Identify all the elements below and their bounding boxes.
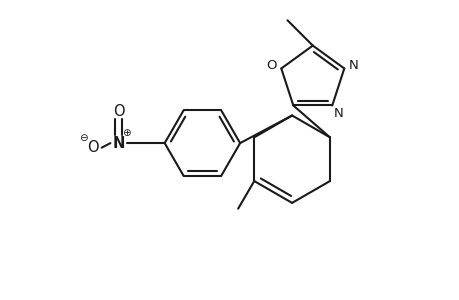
Text: N: N	[333, 107, 342, 120]
Text: O: O	[112, 104, 124, 119]
Text: O: O	[87, 140, 99, 155]
Text: N: N	[112, 136, 124, 151]
Text: ⊖: ⊖	[78, 133, 88, 142]
Text: ⊕: ⊕	[122, 128, 131, 138]
Text: N: N	[348, 59, 358, 72]
Text: O: O	[266, 59, 276, 72]
